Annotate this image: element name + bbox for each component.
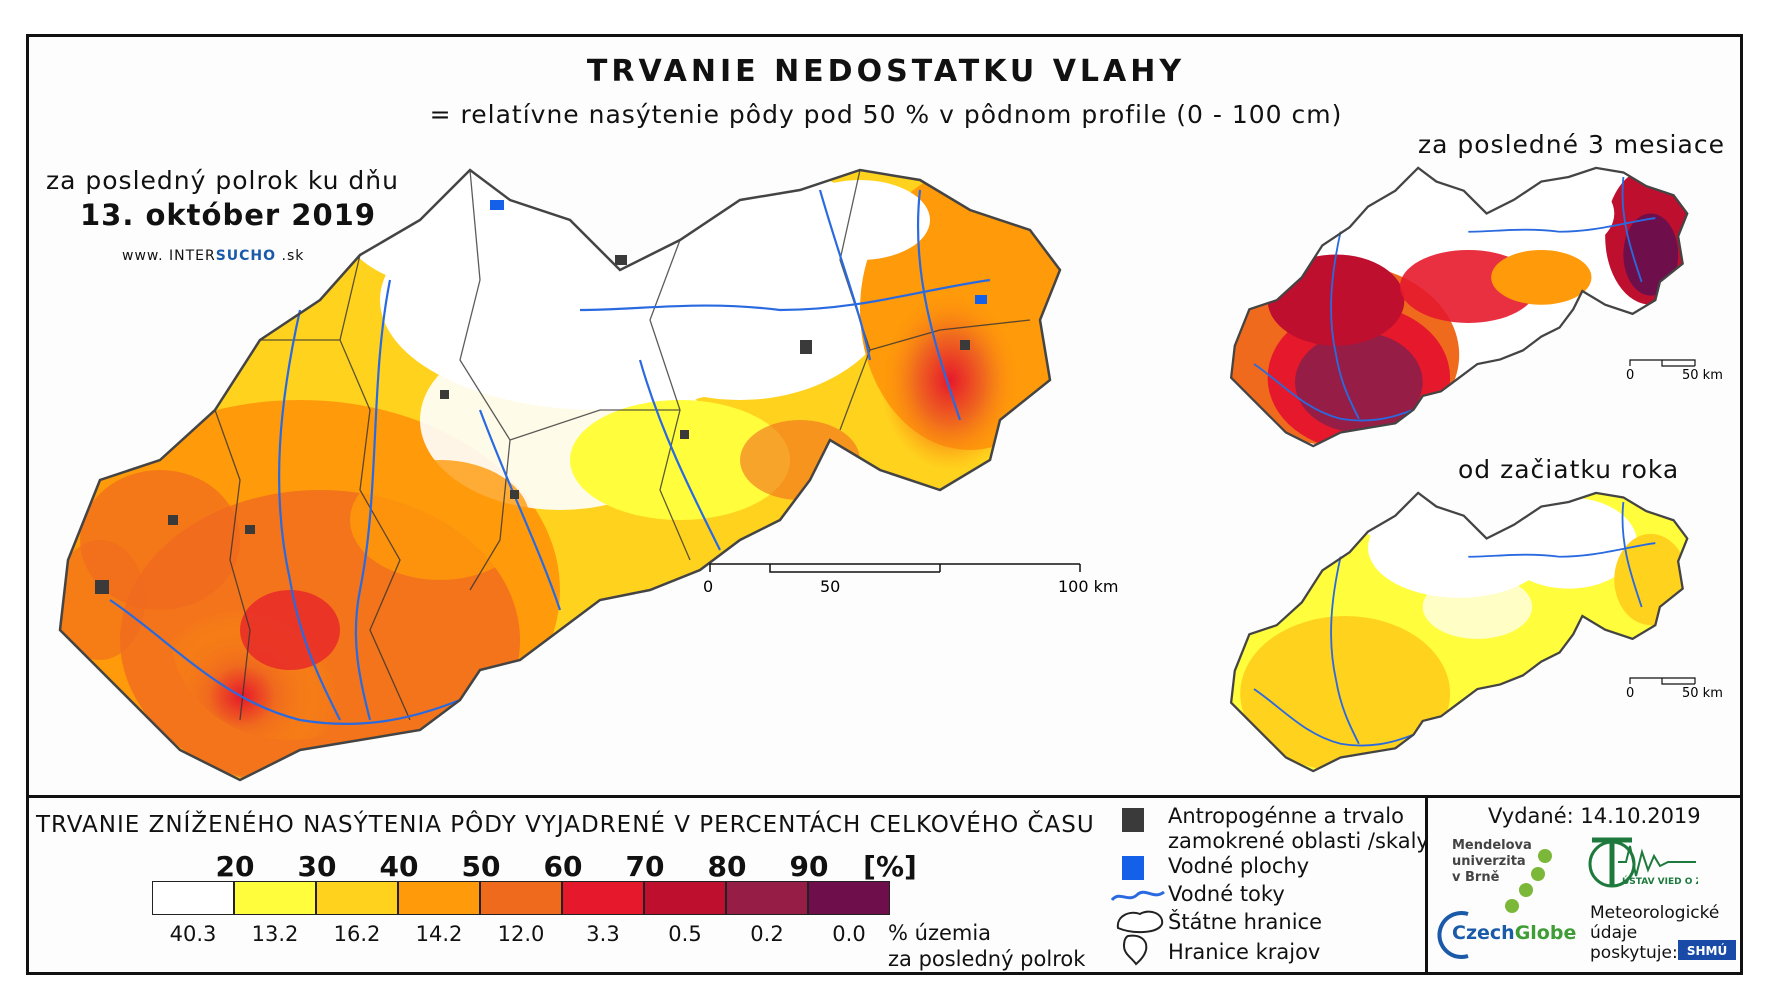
legend-share-0: 40.3	[169, 922, 217, 946]
inset-ytd-label: od začiatku roka	[1458, 455, 1680, 484]
inset-3m-label: za posledné 3 mesiace	[1418, 130, 1725, 159]
meteo-credit: Meteorologické údaje poskytuje:	[1590, 903, 1719, 963]
urban-area-swatch	[1122, 808, 1144, 832]
legend-share-5: 3.3	[586, 922, 620, 946]
meteo-line3: poskytuje:	[1590, 943, 1678, 963]
legend-threshold-90: 90	[789, 850, 829, 883]
legend-threshold-40: 40	[379, 850, 419, 883]
shmu-text: SHMÚ	[1687, 943, 1727, 958]
website-prefix: www. INTER	[122, 248, 216, 264]
water-body-swatch	[1122, 856, 1144, 880]
meteo-line2: údaje	[1590, 923, 1638, 943]
legend-title: TRVANIE ZNÍŽENÉHO NASÝTENIA PÔDY VYJADRE…	[36, 812, 1095, 838]
state-border-label: Štátne hranice	[1168, 910, 1322, 934]
legend-share-1: 13.2	[251, 922, 299, 946]
inset-3m-scale-0: 0	[1626, 368, 1634, 382]
legend-bin-6	[644, 881, 726, 915]
mendel-university-logo: Mendelova univerzita v Brně	[1452, 838, 1542, 886]
legend-share-4: 12.0	[497, 922, 545, 946]
legend-threshold-60: 60	[543, 850, 583, 883]
water-body-label: Vodné plochy	[1168, 854, 1310, 878]
inset-ytd-scale-50: 50 km	[1682, 686, 1723, 700]
ustav-text: ÚSTAV VIED O ZEMI	[1622, 875, 1698, 887]
website-suffix: .sk	[276, 248, 305, 264]
legend-threshold-30: 30	[297, 850, 337, 883]
mendel-dots-icon	[1505, 849, 1552, 913]
legend-bin-0	[152, 881, 234, 915]
inset-3m-scale-50: 50 km	[1682, 368, 1723, 382]
legend-bin-3	[398, 881, 480, 915]
mendel-line1: Mendelova	[1452, 838, 1532, 853]
legend-threshold-20: 20	[215, 850, 255, 883]
legend-share-3: 14.2	[415, 922, 463, 946]
legend-bin-7	[726, 881, 808, 915]
legend-share-label: % územia za posledný polrok	[888, 920, 1085, 972]
map-title: TRVANIE NEDOSTATKU VLAHY	[586, 54, 1186, 89]
river-symbol	[1110, 890, 1165, 902]
inset-ytd-scale: 0 50 km	[1626, 677, 1723, 700]
czechglobe-logo: CzechGlobe	[1452, 922, 1576, 944]
mendel-line2: univerzita	[1452, 854, 1526, 869]
website-brand: SUCHO	[215, 248, 277, 264]
inset-3m-scale: 0 50 km	[1626, 359, 1723, 382]
region-border-symbol	[1122, 934, 1148, 966]
legend-panel	[26, 795, 1743, 975]
main-scale-0: 0	[703, 577, 713, 596]
main-scale-50: 50	[820, 577, 840, 596]
ustav-vied-o-zemi-logo: ÚSTAV VIED O ZEMI	[1588, 837, 1698, 888]
main-period-label: za posledný polrok ku dňu	[46, 166, 399, 195]
main-scale-100: 100 km	[1058, 577, 1118, 596]
czechglobe-czech: Czech	[1452, 922, 1515, 944]
map-subtitle: = relatívne nasýtenie pôdy pod 50 % v pô…	[429, 100, 1343, 129]
inset-3months-map	[1229, 166, 1689, 448]
legend-share-7: 0.2	[750, 922, 784, 946]
website-link[interactable]: www. INTERSUCHO .sk	[122, 248, 304, 264]
region-border-label: Hranice krajov	[1168, 940, 1321, 964]
legend-threshold-50: 50	[461, 850, 501, 883]
legend-unit: [%]	[863, 850, 917, 883]
state-border-symbol	[1116, 910, 1164, 934]
legend-share-6: 0.5	[668, 922, 702, 946]
inset-ytd-map	[1229, 491, 1689, 773]
legend-share-label-line2: za posledný polrok	[888, 947, 1086, 971]
legend-bin-5	[562, 881, 644, 915]
shmu-logo: SHMÚ	[1678, 940, 1736, 960]
meteo-line1: Meteorologické	[1590, 903, 1720, 923]
czechglobe-globe: Globe	[1514, 922, 1577, 944]
urban-area-label-line1: Antropogénne a trvalo	[1168, 804, 1404, 828]
urban-area-label: Antropogénne a trvalo zamokrené oblasti …	[1168, 804, 1429, 854]
urban-area-label-line2: zamokrené oblasti /skaly	[1168, 829, 1429, 853]
river-label: Vodné toky	[1168, 882, 1285, 906]
czechglobe-arc-icon	[1437, 911, 1469, 959]
legend-share-label-line1: % územia	[888, 921, 992, 945]
main-map: 0 50 100 km	[58, 168, 1118, 782]
issued-date: Vydané: 14.10.2019	[1488, 804, 1701, 828]
legend-share-8: 0.0	[832, 922, 866, 946]
legend-bin-2	[316, 881, 398, 915]
mendel-line3: v Brně	[1452, 870, 1500, 885]
legend-divider	[1425, 795, 1428, 975]
inset-ytd-scale-0: 0	[1626, 686, 1634, 700]
legend-threshold-70: 70	[625, 850, 665, 883]
main-date: 13. október 2019	[80, 198, 377, 232]
legend-bin-1	[234, 881, 316, 915]
legend-bin-8	[808, 881, 890, 915]
legend-threshold-80: 80	[707, 850, 747, 883]
legend-bin-4	[480, 881, 562, 915]
legend-share-2: 16.2	[333, 922, 381, 946]
